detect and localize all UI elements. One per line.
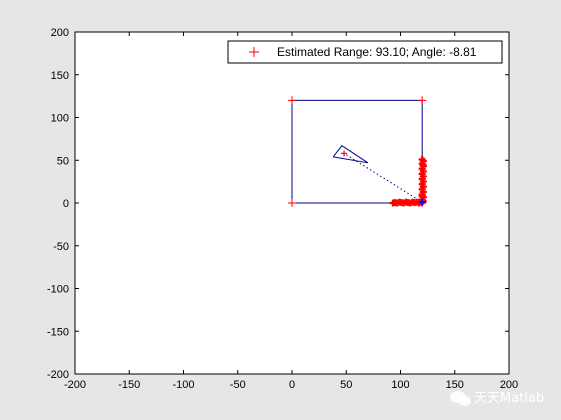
x-tick-label: 100 <box>391 379 409 391</box>
sensor-marker <box>418 198 426 206</box>
wechat-bubble-icon <box>450 391 471 406</box>
estimated-point <box>418 155 426 163</box>
corner-marker <box>288 96 296 105</box>
watermark-text: 天天Matlab <box>474 391 544 406</box>
y-tick-label: 100 <box>51 113 69 125</box>
x-tick-label: 150 <box>446 379 464 391</box>
data-layer <box>288 96 427 207</box>
y-tick-label: 50 <box>57 155 69 167</box>
y-tick-label: -200 <box>47 369 69 381</box>
y-tick-label: -150 <box>47 326 69 338</box>
legend-box <box>227 40 503 64</box>
y-tick-label: 150 <box>51 70 69 82</box>
legend: Estimated Range: 93.10; Angle: -8.81 <box>227 40 503 64</box>
x-tick-label: 50 <box>340 379 352 391</box>
range-line <box>343 152 423 203</box>
x-tick-label: 0 <box>289 379 295 391</box>
estimated-point <box>419 161 427 169</box>
corner-marker <box>288 199 296 207</box>
legend-label: Estimated Range: 93.10; Angle: -8.81 <box>277 45 477 59</box>
x-tick-label: -150 <box>118 379 140 391</box>
x-tick-label: 200 <box>500 379 518 391</box>
heading-triangle <box>332 145 369 164</box>
y-tick-label: 200 <box>51 27 69 39</box>
ticks-layer: -200 -150 -100 -50 0 50 100 150 200 -200 -150 -100 -… <box>47 27 518 391</box>
corner-marker <box>418 96 427 105</box>
target-marker <box>341 150 348 157</box>
watermark: 天天Matlab <box>450 391 544 406</box>
y-tick-label: -100 <box>47 284 69 296</box>
x-tick-label: -200 <box>64 379 86 391</box>
x-tick-label: -100 <box>172 379 194 391</box>
axes-frame <box>74 31 510 375</box>
x-tick-label: -50 <box>230 379 246 391</box>
y-tick-label: 0 <box>63 198 69 210</box>
y-tick-label: -50 <box>53 241 69 253</box>
legend-marker <box>249 47 259 57</box>
estimated-point <box>418 192 426 200</box>
